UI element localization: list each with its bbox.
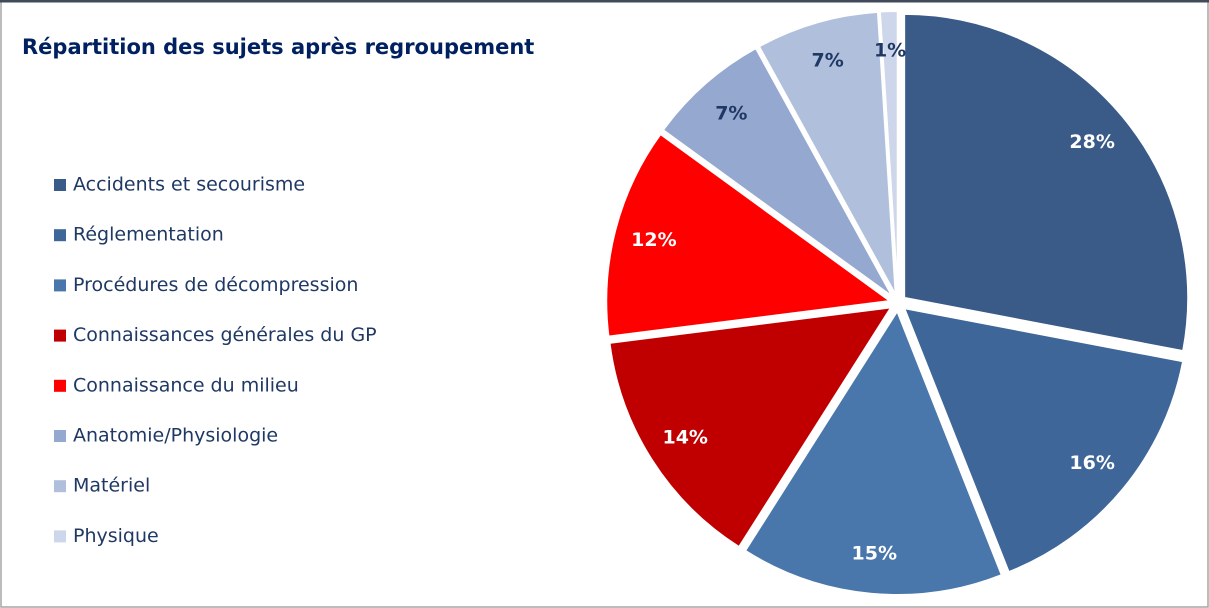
pie-slice	[878, 10, 899, 296]
legend-label: Physique	[73, 525, 159, 547]
legend-label: Matériel	[73, 475, 150, 497]
pie-slice	[902, 306, 1185, 574]
legend-label: Anatomie/Physiologie	[73, 425, 278, 447]
legend-swatch	[54, 329, 66, 342]
legend-swatch	[54, 530, 66, 543]
data-label: 7%	[812, 50, 844, 72]
data-label: 1%	[874, 40, 906, 62]
legend-label: Réglementation	[73, 224, 224, 246]
legend-swatch	[54, 480, 66, 493]
chart-title: Répartition des sujets après regroupemen…	[22, 35, 534, 59]
legend-label: Accidents et secourisme	[73, 174, 305, 196]
legend-swatch	[54, 179, 66, 191]
legend-swatch	[54, 279, 66, 292]
legend-swatch	[54, 229, 66, 242]
pie-slice	[605, 132, 893, 338]
legend-swatch	[54, 430, 66, 442]
data-label: 16%	[1069, 452, 1114, 474]
pie-slice	[608, 306, 894, 549]
data-label: 28%	[1069, 131, 1114, 153]
data-label: 15%	[852, 542, 897, 564]
legend-swatch	[54, 379, 66, 392]
legend-label: Procédures de décompression	[73, 274, 358, 296]
pie-slice	[903, 12, 1190, 353]
data-label: 7%	[715, 102, 747, 124]
pie-slice	[661, 46, 894, 298]
pie-slice	[743, 308, 1004, 596]
legend-label: Connaissances générales du GP	[73, 324, 377, 346]
legend-label: Connaissance du milieu	[73, 374, 299, 396]
data-label: 14%	[662, 427, 707, 449]
pie-slice	[757, 10, 897, 296]
data-label: 12%	[631, 229, 676, 251]
